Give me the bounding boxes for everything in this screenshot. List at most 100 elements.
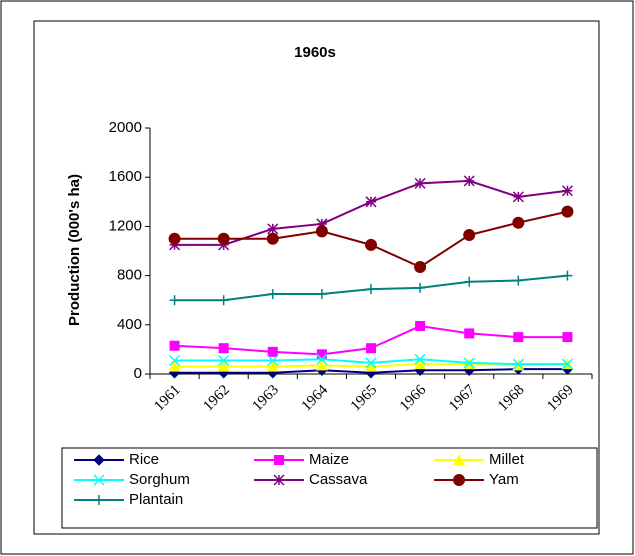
marker-shape — [453, 474, 465, 486]
y-tick-label: 2000 — [109, 119, 142, 136]
marker — [561, 185, 573, 197]
marker-shape — [365, 360, 377, 372]
marker — [316, 289, 327, 300]
marker — [463, 175, 475, 187]
marker — [366, 284, 376, 295]
marker — [414, 353, 426, 365]
marker — [512, 358, 524, 370]
marker — [513, 275, 524, 286]
marker — [315, 225, 328, 238]
y-tick-label: 1200 — [109, 217, 142, 234]
legend-label: Maize — [309, 451, 349, 468]
marker-shape — [463, 229, 476, 242]
marker — [218, 295, 229, 306]
legend-label: Sorghum — [129, 471, 190, 488]
marker-shape — [316, 353, 328, 365]
marker-shape — [274, 455, 284, 465]
legend-label: Millet — [489, 451, 525, 468]
marker — [266, 232, 279, 245]
marker — [366, 343, 376, 354]
marker — [365, 196, 377, 208]
marker — [561, 358, 573, 370]
marker — [562, 332, 573, 343]
marker-shape — [366, 343, 376, 354]
marker — [464, 328, 475, 339]
marker — [169, 340, 180, 351]
marker — [267, 223, 279, 235]
marker — [168, 360, 181, 372]
marker-shape — [463, 357, 475, 369]
chart-frame — [33, 20, 600, 535]
marker — [93, 474, 105, 486]
chart-title: 1960s — [294, 44, 336, 61]
marker — [414, 358, 427, 370]
marker-shape — [168, 360, 181, 372]
marker-shape — [218, 343, 229, 354]
legend-box — [61, 447, 598, 529]
marker — [267, 354, 279, 367]
marker — [315, 359, 328, 371]
y-tick-label: 0 — [134, 365, 142, 382]
marker — [316, 353, 328, 365]
marker-shape — [561, 205, 574, 218]
marker — [274, 455, 284, 465]
marker — [94, 495, 104, 505]
marker — [218, 343, 229, 354]
marker — [316, 349, 327, 360]
marker-shape — [266, 232, 279, 245]
y-tick-label: 400 — [117, 316, 142, 333]
legend-label: Plantain — [129, 491, 183, 508]
marker-shape — [513, 332, 524, 343]
marker-shape — [561, 358, 573, 370]
marker — [273, 474, 285, 486]
marker — [464, 276, 475, 287]
marker-shape — [169, 340, 180, 351]
marker-shape — [464, 328, 475, 339]
y-tick-label: 1600 — [109, 168, 142, 185]
marker-shape — [217, 232, 230, 245]
marker-shape — [218, 354, 230, 367]
marker — [266, 360, 279, 372]
marker-shape — [365, 238, 377, 251]
marker — [453, 454, 465, 465]
marker-shape — [414, 353, 426, 365]
marker — [463, 357, 475, 369]
legend-label: Rice — [129, 451, 159, 468]
marker — [414, 260, 427, 273]
marker-shape — [414, 260, 427, 273]
marker-shape — [315, 225, 328, 238]
marker — [512, 216, 525, 229]
marker-shape — [512, 358, 524, 370]
marker-shape — [414, 358, 427, 370]
marker — [415, 321, 426, 332]
marker — [217, 232, 230, 245]
y-tick-label: 800 — [117, 267, 142, 284]
marker — [365, 357, 377, 369]
marker-shape — [266, 360, 279, 372]
marker-shape — [168, 232, 181, 245]
marker-shape — [316, 349, 327, 360]
marker — [453, 474, 465, 486]
y-axis-title: Production (000's ha) — [66, 174, 83, 326]
marker — [512, 191, 524, 203]
marker — [365, 360, 377, 372]
marker-shape — [93, 454, 105, 466]
marker-shape — [93, 474, 105, 486]
marker-shape — [562, 332, 573, 343]
marker — [562, 270, 573, 281]
marker — [218, 354, 230, 367]
marker — [561, 205, 574, 218]
marker — [415, 282, 426, 293]
marker — [365, 238, 377, 251]
marker — [414, 177, 426, 189]
marker-shape — [169, 354, 181, 367]
legend-label: Cassava — [309, 471, 368, 488]
marker-shape — [267, 346, 278, 357]
legend-label: Yam — [489, 471, 519, 488]
marker — [513, 332, 524, 343]
marker-shape — [217, 360, 230, 372]
marker — [217, 360, 230, 372]
marker — [168, 232, 181, 245]
